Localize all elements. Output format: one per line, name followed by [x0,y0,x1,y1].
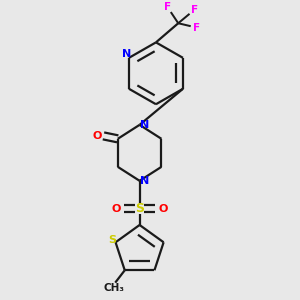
Text: N: N [140,120,150,130]
Text: O: O [158,204,168,214]
Text: CH₃: CH₃ [103,283,124,293]
Text: S: S [135,202,144,215]
Text: O: O [111,204,121,214]
Text: N: N [140,176,150,186]
Text: F: F [193,22,200,32]
Text: F: F [191,4,198,15]
Text: O: O [92,131,102,141]
Text: S: S [108,235,116,245]
Text: N: N [122,49,131,59]
Text: F: F [164,2,171,12]
